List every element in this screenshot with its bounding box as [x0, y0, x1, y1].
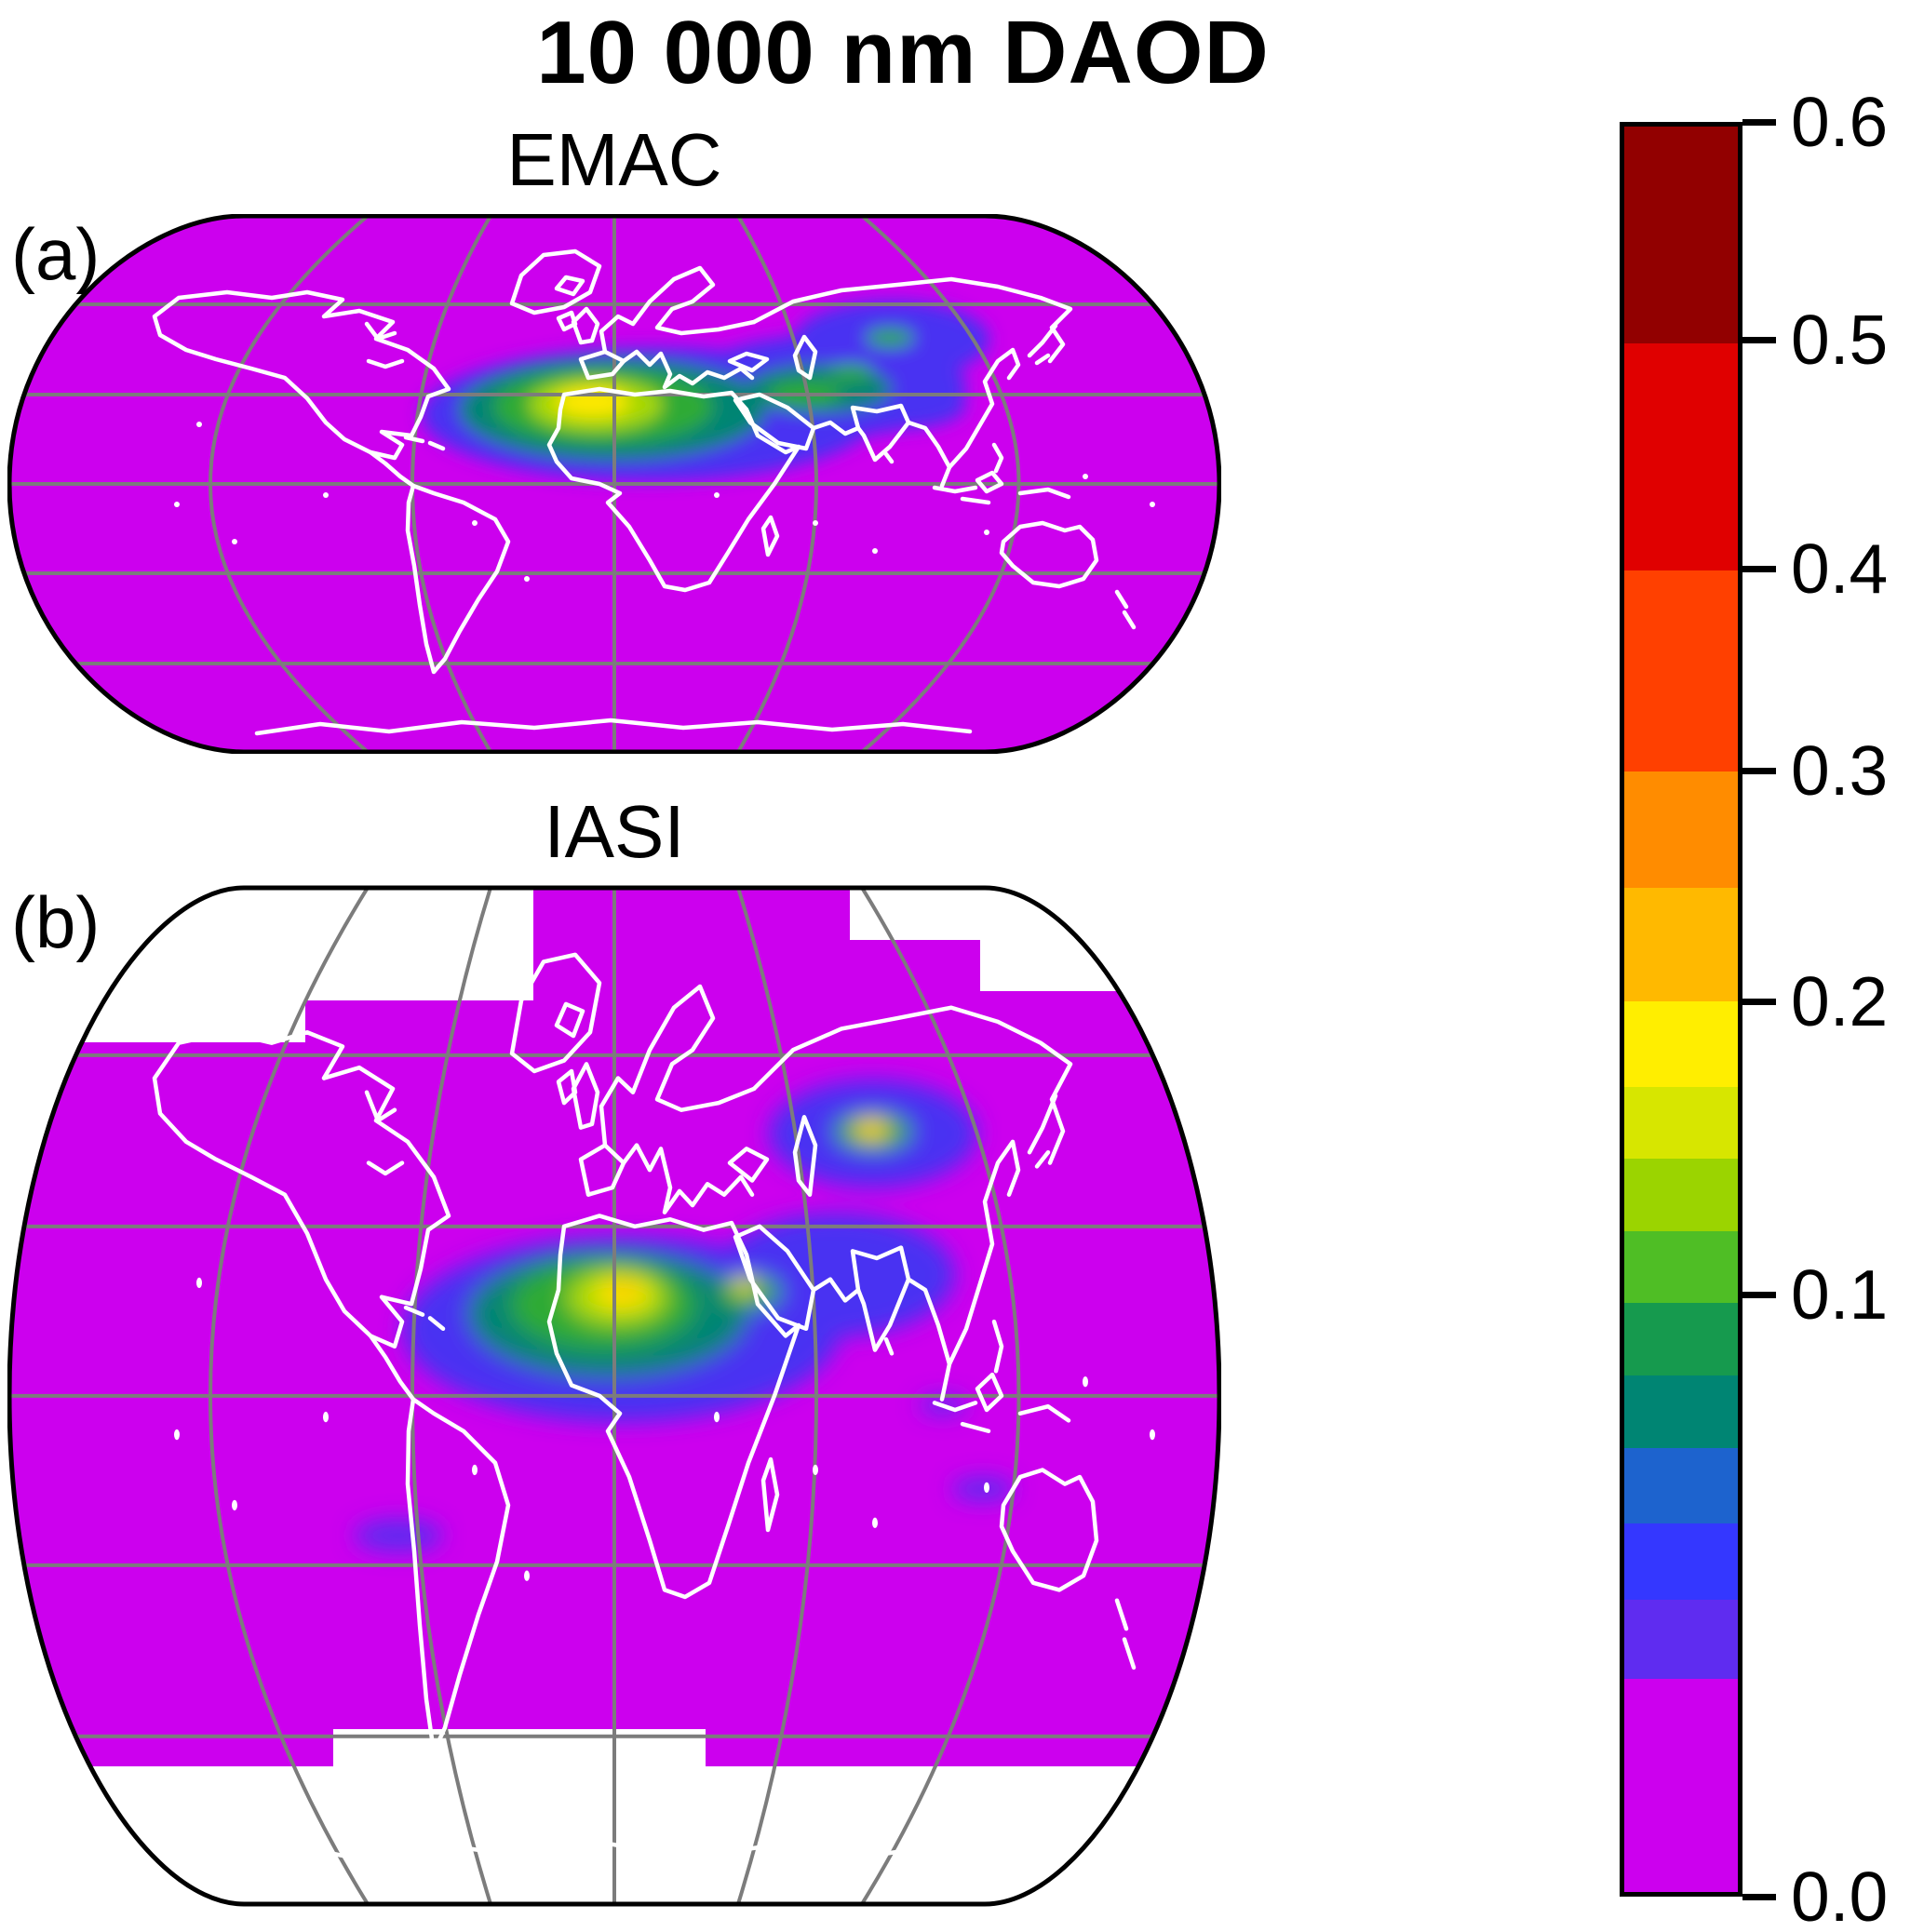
map-outline — [7, 214, 1221, 754]
panel-b-label: (b) — [11, 881, 101, 963]
panel-b-title: IASI — [544, 790, 685, 873]
colorbar-segment — [1624, 570, 1738, 772]
colorbar-tick — [1742, 336, 1776, 343]
colorbar-segment — [1624, 342, 1738, 571]
colorbar-tick-label: 0.1 — [1791, 1255, 1889, 1334]
colorbar-tick — [1742, 998, 1776, 1005]
colorbar-tick — [1742, 1291, 1776, 1298]
colorbar-segment — [1624, 887, 1738, 1002]
colorbar-tick — [1742, 767, 1776, 774]
colorbar-segment — [1624, 1303, 1738, 1375]
colorbar-tick — [1742, 118, 1776, 126]
colorbar-segment — [1624, 1086, 1738, 1160]
colorbar-tick-label: 0.0 — [1791, 1858, 1889, 1932]
iasi-dust-plume — [354, 1080, 1015, 1552]
colorbar-segment — [1624, 1679, 1738, 1892]
figure-title: 10 000 nm DAOD — [536, 3, 1270, 102]
colorbar-tick-label: 0.2 — [1791, 962, 1889, 1040]
colorbar-tick-label: 0.5 — [1791, 301, 1889, 379]
panel-a-title: EMAC — [506, 118, 722, 201]
colorbar-tick-label: 0.3 — [1791, 731, 1889, 810]
colorbar-tick-label: 0.4 — [1791, 530, 1889, 608]
colorbar — [1620, 122, 1742, 1897]
colorbar-segment — [1624, 1159, 1738, 1231]
panel-a-label: (a) — [11, 213, 101, 295]
map-outline — [7, 885, 1221, 1907]
colorbar-segment — [1624, 1599, 1738, 1680]
colorbar-tick — [1742, 565, 1776, 572]
colorbar-segment — [1624, 127, 1738, 343]
map-emac — [7, 214, 1221, 754]
map-iasi — [7, 885, 1221, 1907]
colorbar-segment — [1624, 1447, 1738, 1524]
colorbar-segment — [1624, 1375, 1738, 1448]
colorbar-segment — [1624, 1230, 1738, 1304]
colorbar-tick — [1742, 1893, 1776, 1900]
colorbar-segment — [1624, 1523, 1738, 1600]
colorbar-segment — [1624, 771, 1738, 888]
colorbar-segment — [1624, 1001, 1738, 1087]
